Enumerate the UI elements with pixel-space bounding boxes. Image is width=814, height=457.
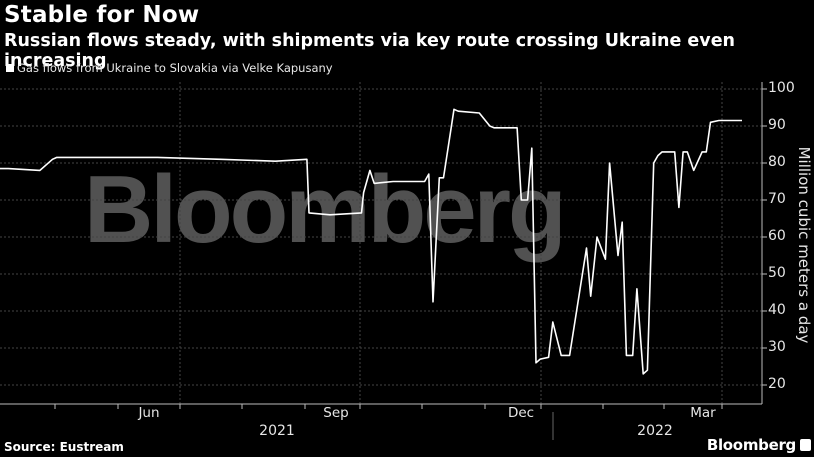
legend-swatch-icon — [6, 64, 14, 72]
axis-ticks — [54, 88, 767, 409]
legend: Gas flows from Ukraine to Slovakia via V… — [6, 61, 333, 75]
y-tick-label: 50 — [768, 265, 786, 281]
y-tick-label: 100 — [768, 80, 795, 96]
brand-logo: Bloomberg — [706, 436, 796, 454]
x-tick-label: Dec — [507, 405, 535, 421]
bloomberg-chart-icon — [800, 439, 811, 451]
chart-subtitle: Russian flows steady, with shipments via… — [4, 31, 736, 71]
legend-label: Gas flows from Ukraine to Slovakia via V… — [17, 61, 333, 75]
x-tick-label: Mar — [690, 405, 716, 421]
gridlines — [0, 82, 762, 404]
y-tick-label: 60 — [768, 228, 786, 244]
y-tick-label: 70 — [768, 191, 786, 207]
y-axis-label: Million cubic meters a day — [795, 146, 813, 344]
y-tick-label: 90 — [768, 117, 786, 133]
x-year-label: 2021 — [259, 423, 295, 439]
y-tick-label: 40 — [768, 302, 786, 318]
source-note: Source: Eustream — [4, 440, 124, 454]
x-tick-label: Sep — [323, 405, 349, 421]
x-year-label: 2022 — [637, 423, 673, 439]
data-line — [0, 108, 742, 375]
watermark: Bloomberg — [84, 156, 567, 263]
x-tick-label: Jun — [138, 405, 160, 421]
chart-title: Stable for Now — [4, 2, 200, 28]
y-tick-label: 30 — [768, 339, 786, 355]
y-tick-label: 20 — [768, 376, 786, 392]
y-tick-label: 80 — [768, 154, 786, 170]
